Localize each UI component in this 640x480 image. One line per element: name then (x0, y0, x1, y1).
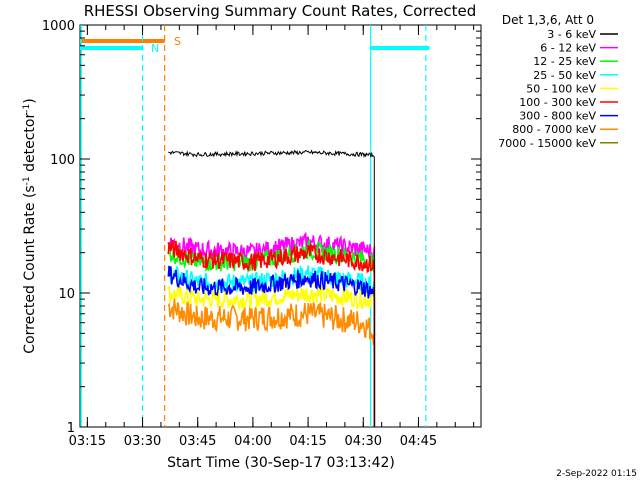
series-line-12-25-kev (167, 238, 376, 427)
flag-vlines (80, 25, 427, 427)
legend-label: 300 - 800 keV (519, 110, 596, 123)
x-tick-label: 04:30 (345, 434, 382, 449)
series-line-300-800-kev (167, 265, 376, 427)
flag-bars (80, 39, 430, 50)
x-tick-label: 03:15 (69, 434, 106, 449)
legend-label: 25 - 50 keV (533, 69, 596, 82)
legend-label: 6 - 12 keV (540, 42, 596, 55)
y-tick-label: 1000 (42, 19, 75, 34)
series-group (167, 149, 376, 427)
legend-label: 100 - 300 keV (519, 96, 596, 109)
x-tick-label: 04:00 (234, 434, 271, 449)
x-axis: 03:15 03:30 03:45 04:00 04:15 04:30 04:45 (69, 25, 475, 449)
y-tick-label: 1 (67, 421, 75, 436)
x-tick-label: 04:45 (400, 434, 437, 449)
legend-label: 50 - 100 keV (526, 82, 596, 95)
legend-label: 12 - 25 keV (533, 55, 596, 68)
legend-label: 3 - 6 keV (547, 28, 596, 41)
flag-label-n: N (151, 42, 159, 55)
legend-label: 800 - 7000 keV (512, 123, 596, 136)
legend-title: Det 1,3,6, Att 0 (502, 13, 594, 27)
y-tick-label: 100 (50, 153, 75, 168)
series-line-100-300-kev (167, 239, 376, 427)
x-tick-label: 03:30 (124, 434, 161, 449)
x-axis-label: Start Time (30-Sep-17 03:13:42) (167, 455, 395, 471)
x-tick-label: 04:15 (289, 434, 326, 449)
series-line-50-100-kev (167, 284, 376, 427)
y-axis: 1 10 100 1000 (42, 19, 481, 436)
plot-frame (79, 24, 482, 428)
footer-date: 2-Sep-2022 01:15 (556, 469, 637, 479)
series-line-3-6-kev (168, 149, 375, 427)
flag-label-s: S (174, 35, 181, 48)
y-tick-label: 10 (58, 287, 75, 302)
x-tick-label: 03:45 (179, 434, 216, 449)
legend-label: 7000 - 15000 keV (498, 137, 596, 150)
series-line-800-7000-kev (167, 298, 376, 427)
chart-title: RHESSI Observing Summary Count Rates, Co… (84, 2, 477, 20)
y-axis-label: Corrected Count Rate (s-1 detector-1) (22, 98, 38, 353)
